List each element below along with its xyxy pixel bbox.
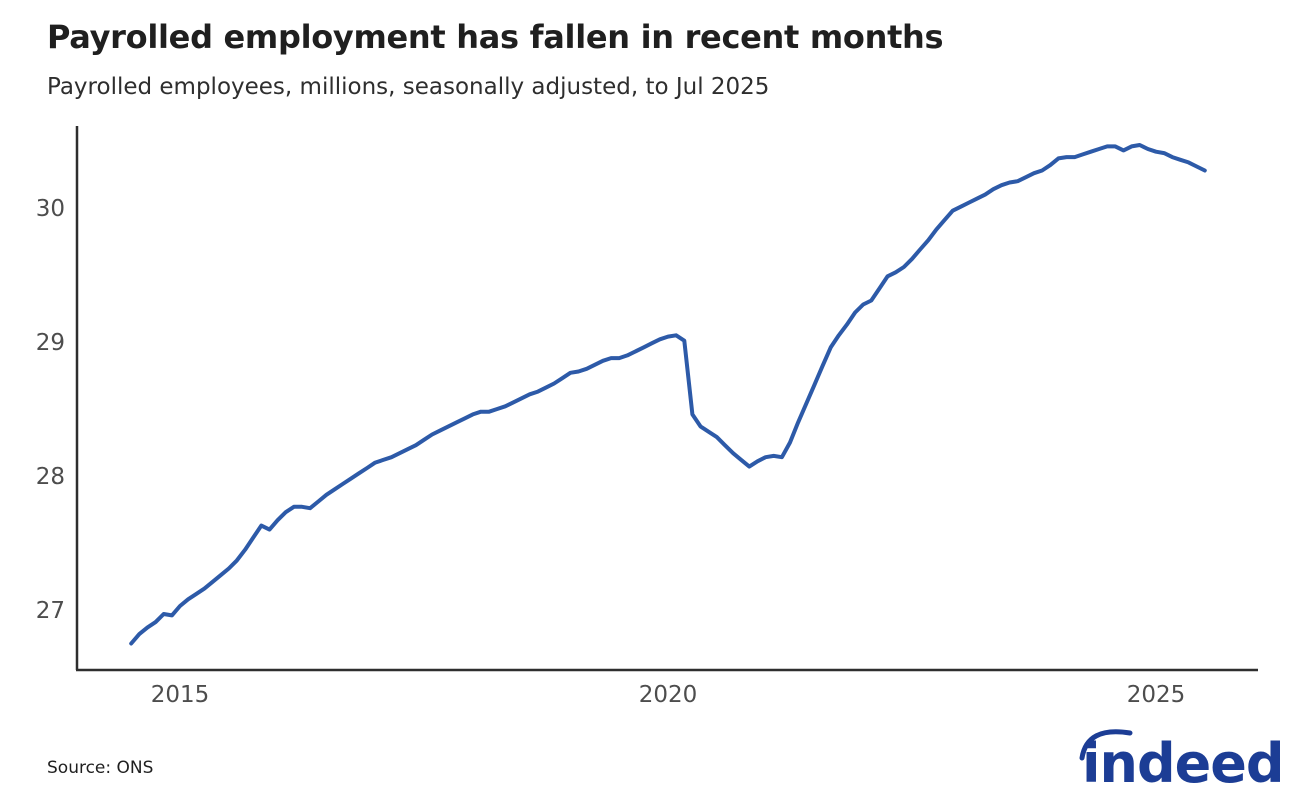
indeed-logo-arc-icon — [1079, 729, 1133, 761]
x-tick-label: 2020 — [639, 682, 698, 708]
y-tick-label: 28 — [36, 464, 65, 490]
y-tick-label: 30 — [36, 196, 65, 222]
indeed-logo: indeed — [1079, 729, 1285, 794]
indeed-logo-wordmark: indeed — [1082, 732, 1284, 794]
payrolled-employment-line — [129, 143, 1207, 646]
data-line — [129, 143, 1207, 646]
chart-title: Payrolled employment has fallen in recen… — [47, 18, 944, 56]
x-tick-label: 2025 — [1127, 682, 1186, 708]
line-chart-plot: 27 28 29 30 2015 2020 2025 — [36, 126, 1258, 708]
y-tick-label: 29 — [36, 330, 65, 356]
axis-tick-labels: 27 28 29 30 2015 2020 2025 — [36, 196, 1186, 708]
x-tick-label: 2015 — [151, 682, 210, 708]
source-note: Source: ONS — [47, 758, 154, 778]
axes — [75, 126, 1258, 672]
y-tick-label: 27 — [36, 598, 65, 624]
chart-subtitle: Payrolled employees, millions, seasonall… — [47, 74, 770, 100]
